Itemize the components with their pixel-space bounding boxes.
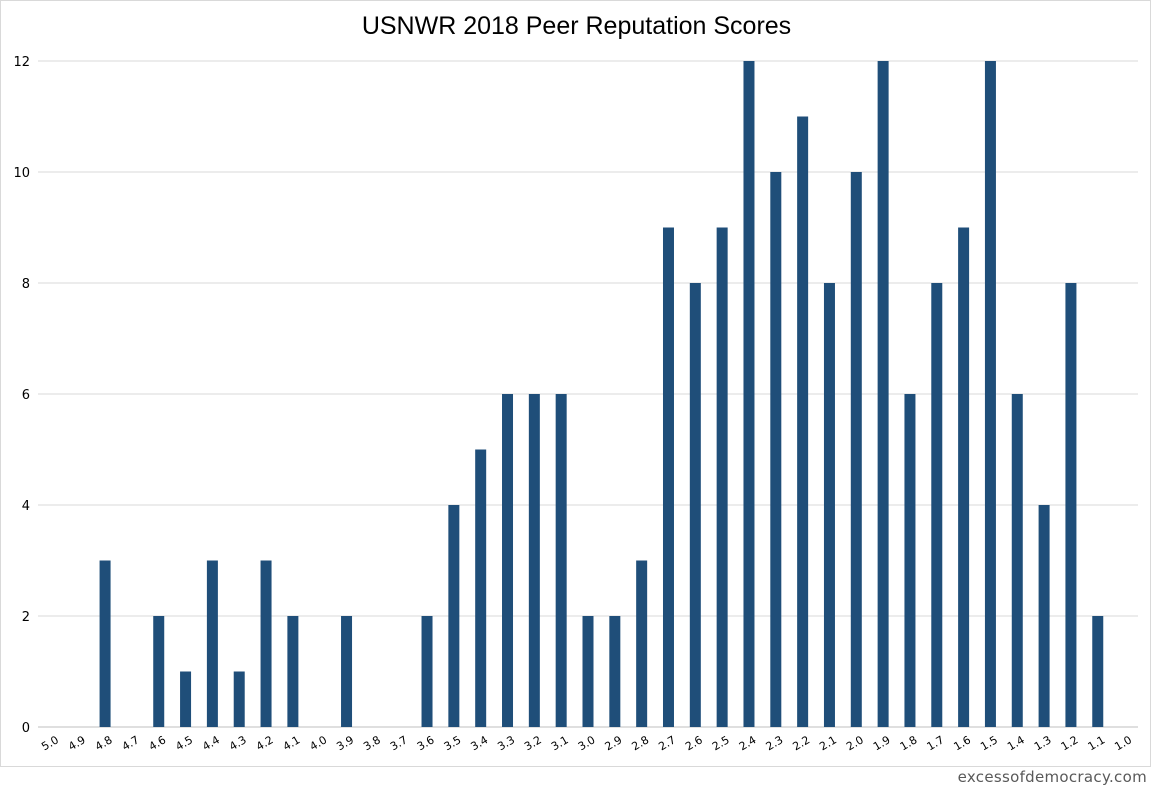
x-tick-label: 1.7 (925, 733, 947, 753)
x-tick-label: 3.1 (549, 733, 571, 753)
bar (770, 172, 782, 727)
x-tick-label: 2.2 (790, 733, 812, 753)
x-tick-label: 4.1 (281, 733, 303, 753)
x-tick-label: 2.9 (603, 733, 625, 753)
x-tick-label: 1.9 (871, 733, 893, 753)
bar (636, 560, 648, 727)
bar (1092, 616, 1104, 727)
bar (448, 505, 460, 727)
chart-title: USNWR 2018 Peer Reputation Scores (361, 12, 792, 40)
bar (475, 449, 487, 727)
bar (421, 616, 433, 727)
bar (984, 61, 996, 727)
x-tick-label: 1.2 (1059, 733, 1081, 753)
bar (1038, 505, 1050, 727)
x-tick-label: 2.3 (764, 733, 786, 753)
x-tick-label: 3.6 (415, 733, 437, 753)
bar (850, 172, 862, 727)
x-tick-label: 3.2 (522, 733, 544, 753)
x-tick-label: 2.6 (683, 733, 705, 753)
bar (823, 283, 835, 727)
x-tick-label: 3.5 (442, 733, 464, 753)
x-tick-label: 4.4 (200, 733, 222, 753)
y-tick-label: 10 (13, 166, 30, 181)
bar (931, 283, 943, 727)
bar (743, 61, 755, 727)
bar (502, 394, 514, 727)
x-tick-label: 2.8 (630, 733, 652, 753)
x-tick-label: 4.0 (308, 733, 330, 753)
x-tick-label: 1.8 (898, 733, 920, 753)
watermark: excessofdemocracy.com (957, 768, 1147, 786)
y-tick-label: 0 (22, 721, 30, 736)
x-tick-label: 1.3 (1032, 733, 1054, 753)
y-axis-ticks: 0 2 4 6 8 10 12 (13, 55, 30, 736)
bar (689, 283, 701, 727)
x-tick-label: 1.5 (978, 733, 1000, 753)
bar (153, 616, 165, 727)
x-tick-label: 4.8 (93, 733, 115, 753)
bar (797, 116, 809, 727)
x-tick-label: 3.0 (576, 733, 598, 753)
bar (904, 394, 916, 727)
x-tick-label: 5.0 (39, 733, 61, 753)
x-tick-label: 2.5 (710, 733, 732, 753)
bar (233, 671, 245, 727)
x-tick-label: 4.3 (227, 733, 249, 753)
y-tick-label: 12 (13, 55, 30, 70)
bar (716, 227, 728, 727)
bar (582, 616, 594, 727)
x-tick-label: 3.4 (469, 733, 491, 753)
bar (1065, 283, 1077, 727)
x-tick-label: 2.1 (817, 733, 839, 753)
bar (662, 227, 674, 727)
bars (99, 61, 1104, 727)
bar (341, 616, 353, 727)
x-tick-label: 3.9 (334, 733, 356, 753)
y-tick-label: 8 (22, 277, 30, 292)
x-tick-label: 1.4 (1005, 733, 1027, 753)
bar (180, 671, 192, 727)
x-tick-label: 2.4 (737, 733, 759, 753)
bar (260, 560, 272, 727)
y-tick-label: 4 (22, 499, 30, 514)
x-tick-label: 3.3 (495, 733, 517, 753)
bar (528, 394, 540, 727)
x-axis-ticks: 5.0 4.9 4.8 4.7 4.6 4.5 4.4 4.3 4.2 4.1 4.0 3.9 3.8 3… (39, 733, 1134, 753)
x-tick-label: 4.6 (147, 733, 169, 753)
x-tick-label: 2.0 (844, 733, 866, 753)
x-tick-label: 4.9 (66, 733, 88, 753)
gridlines (38, 60, 1138, 728)
x-tick-label: 4.2 (254, 733, 276, 753)
bar (99, 560, 111, 727)
bar (287, 616, 299, 727)
x-tick-label: 1.0 (1112, 733, 1134, 753)
y-tick-label: 2 (22, 610, 30, 625)
x-tick-label: 1.6 (951, 733, 973, 753)
x-tick-label: 3.7 (388, 733, 410, 753)
bar (555, 394, 567, 727)
bar (1011, 394, 1023, 727)
bar (958, 227, 970, 727)
bar (609, 616, 621, 727)
y-tick-label: 6 (22, 388, 30, 403)
bar (206, 560, 218, 727)
x-tick-label: 4.5 (173, 733, 195, 753)
x-tick-label: 3.8 (361, 733, 383, 753)
bar (877, 61, 889, 727)
x-tick-label: 2.7 (656, 733, 678, 753)
x-tick-label: 4.7 (120, 733, 142, 753)
x-tick-label: 1.1 (1086, 733, 1108, 753)
